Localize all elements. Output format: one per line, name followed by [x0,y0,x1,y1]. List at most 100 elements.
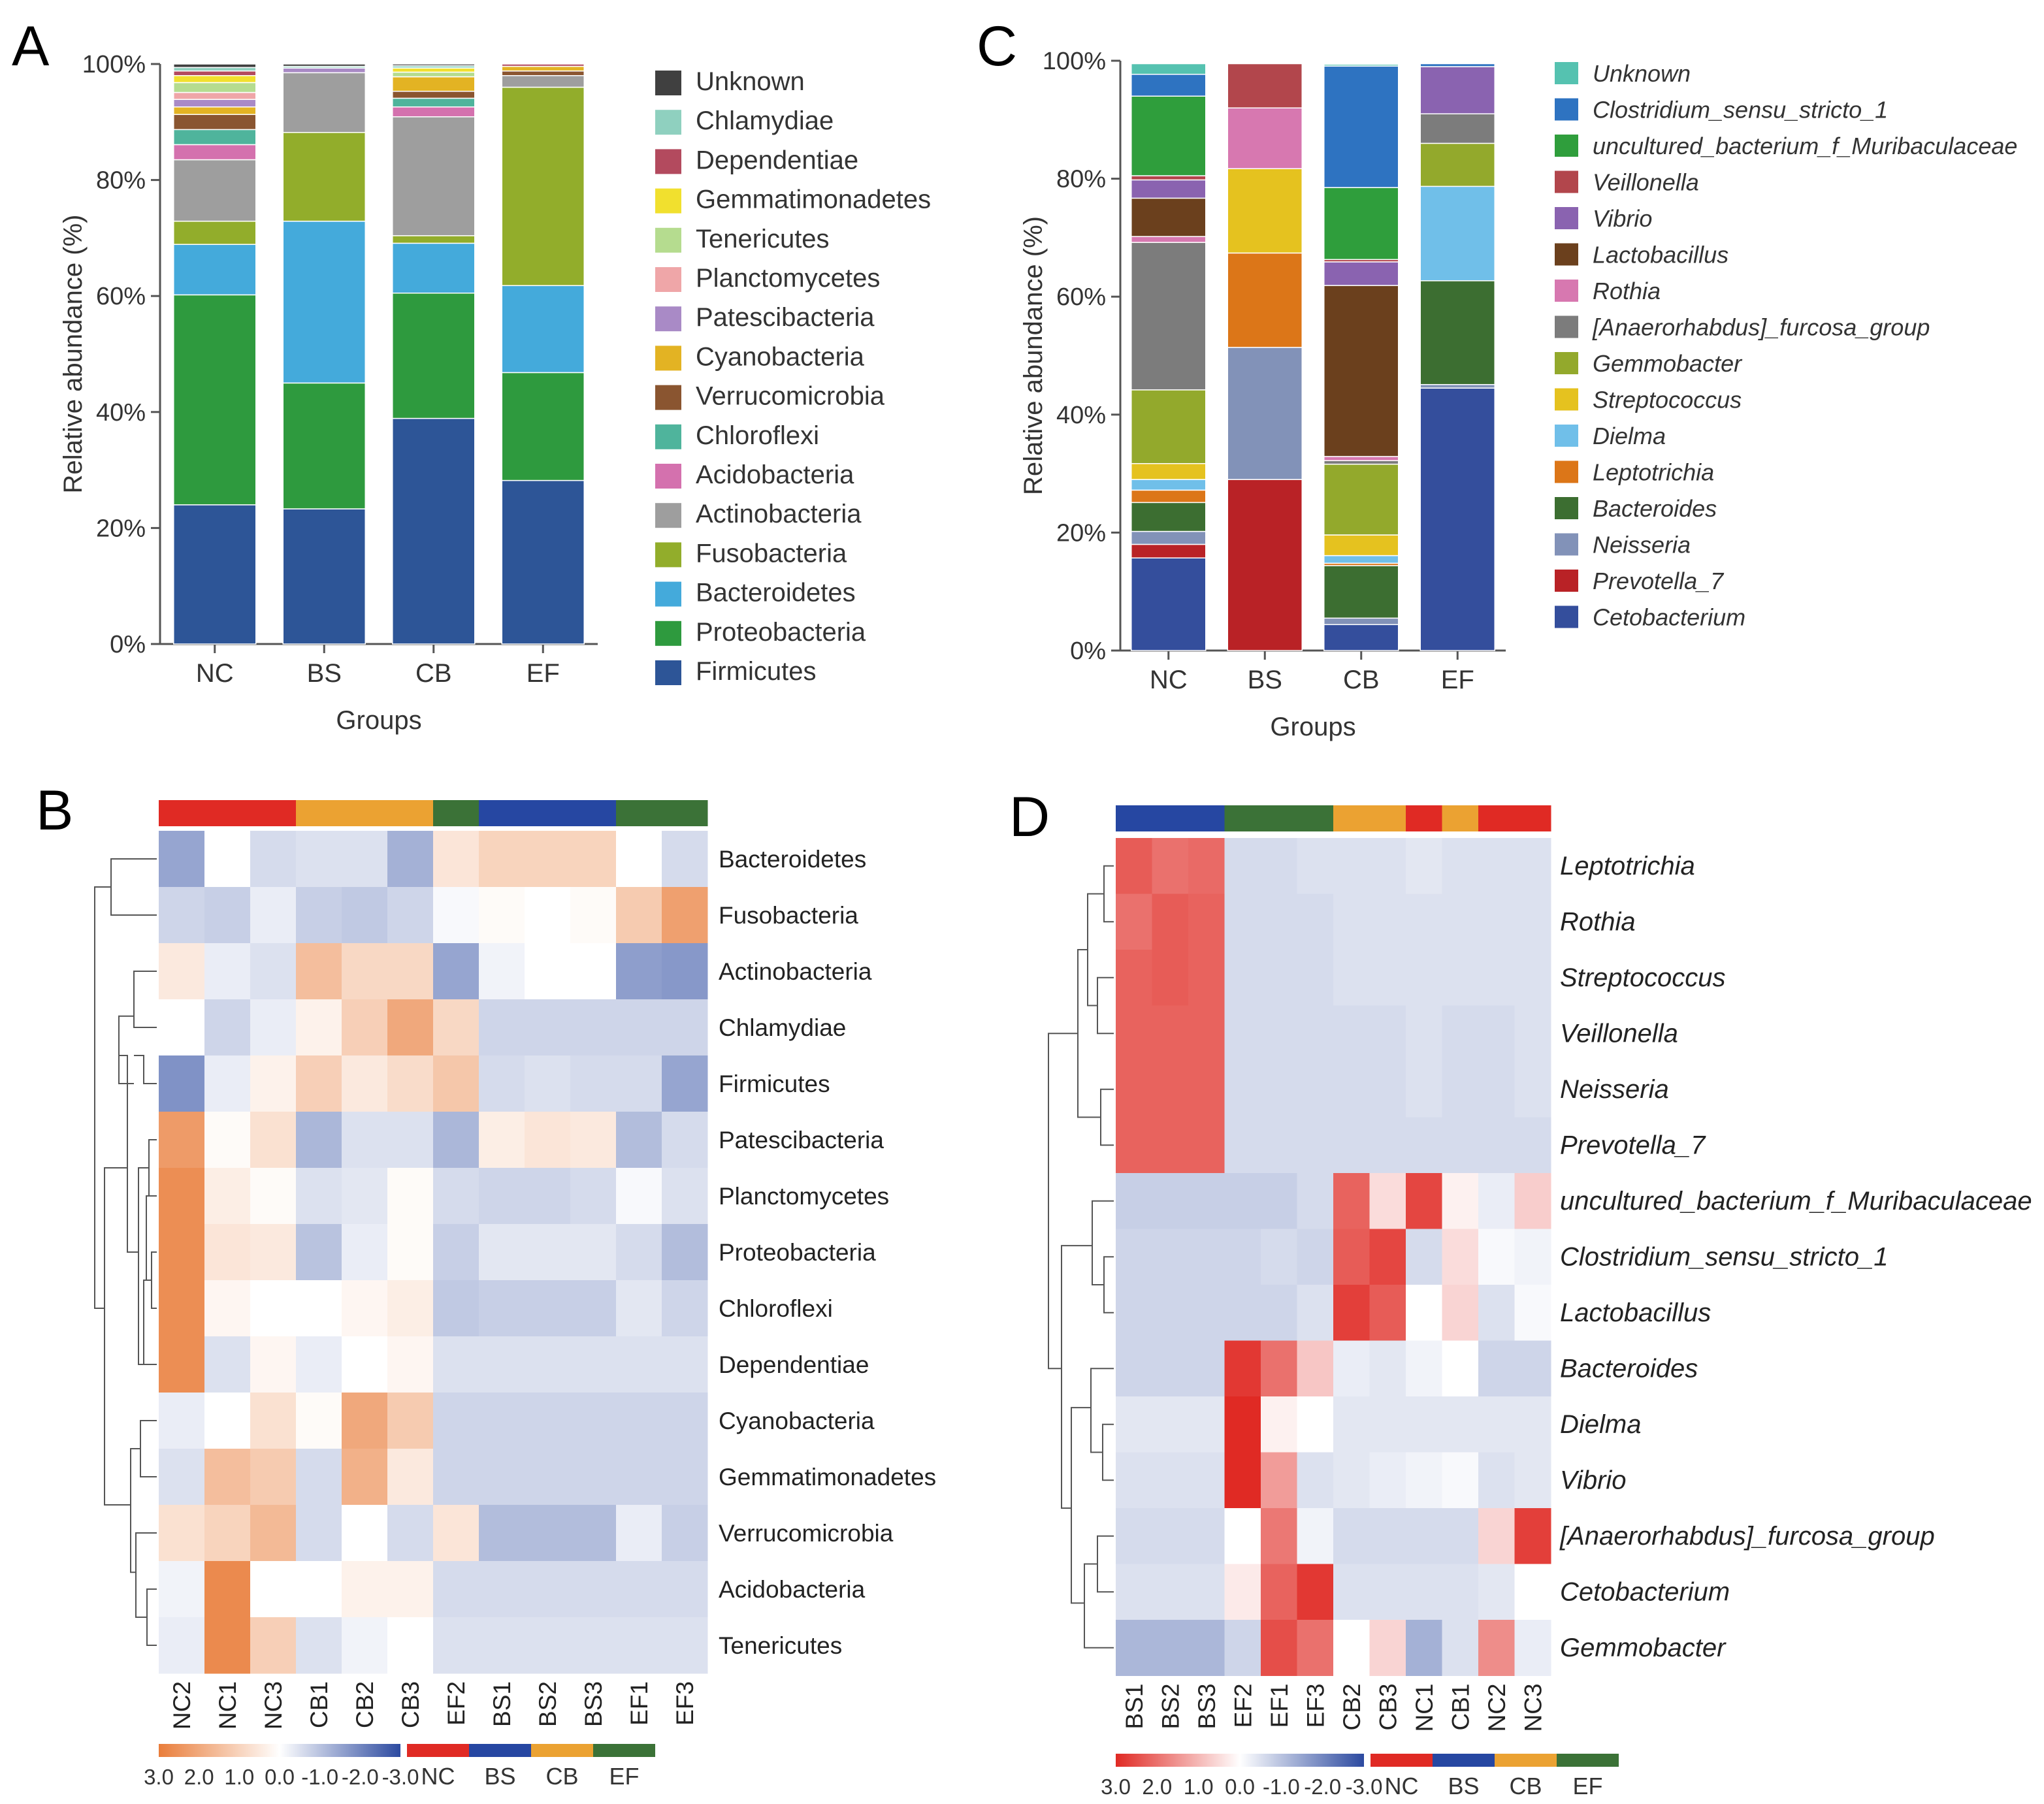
bar-segment-gemmobacter-nc [1131,389,1207,464]
heat-cell-gemmatimonadetes-bs1 [479,1449,525,1506]
heat-cell-proteobacteria-nc1 [204,1224,251,1281]
dendrogram-branch [1061,1245,1092,1509]
heat-cell-neisseria-nc1 [1406,1061,1442,1118]
heat-cell-fusobacteria-ef1 [616,887,662,944]
row-label-chlamydiae: Chlamydiae [719,1014,846,1041]
heat-cell-lactobacillus-bs2 [1152,1285,1189,1341]
heat-cell-gemmobacter-ef2 [1224,1620,1261,1676]
bar-segment-chloroflexi-nc [173,129,257,146]
row-label-actinobacteria: Actinobacteria [719,958,872,985]
heat-cell-fusobacteria-nc1 [204,887,251,944]
heat-cell-dielma-ef2 [1224,1396,1261,1453]
heat-cell-chlamydiae-bs3 [570,999,617,1056]
bar-segment-bacteroides-ef [1419,280,1495,385]
heat-cell-neisseria-ef3 [1297,1061,1334,1118]
heat-cell-fusobacteria-bs2 [525,887,571,944]
heat-cell-gemmobacter-ef1 [1261,1620,1297,1676]
heat-cell-acidobacteria-bs1 [479,1561,525,1618]
heat-cell-actinobacteria-cb1 [296,943,342,1000]
heat-cell-gemmatimonadetes-nc1 [204,1449,251,1506]
heat-cell-leptotrichia-nc3 [1514,838,1551,894]
heat-cell-leptotrichia-bs1 [1116,838,1152,894]
y-tick-label: 20% [1056,519,1106,547]
heat-cell-fusobacteria-cb1 [296,887,342,944]
group-bar-cell-bs3 [570,800,617,826]
heat-cell-verrucomicrobia-nc3 [250,1505,297,1562]
dendrogram-branch [118,1015,134,1084]
heat-cell-firmicutes-nc3 [250,1055,297,1112]
heat-cell-bacteroidetes-ef3 [662,831,708,888]
heat-cell-patescibacteria-nc1 [204,1112,251,1168]
heat-cell-vibrio-bs3 [1188,1452,1225,1509]
dendrogram-branch [134,1055,157,1084]
panel-b-heatmap: Bacteroidetes Fusobacteria Actinobacteria C… [94,800,936,1790]
heat-cell-dependentiae-ef1 [616,1336,662,1393]
bar-segment-vibrio-cb [1323,261,1399,286]
heat-cell-streptococcus-cb2 [1333,950,1370,1006]
heat-cell-neisseria-ef1 [1261,1061,1297,1118]
heat-cell-chloroflexi-bs3 [570,1280,617,1337]
y-tick-label: 20% [96,515,146,542]
group-bar-cell-cb3 [1369,805,1406,831]
legend-swatch-veillonella [1555,170,1578,193]
legend-swatch-tenericutes [655,227,681,253]
column-label-cb2: CB2 [351,1681,378,1728]
bar-segment-unknown-nc [173,63,257,69]
heat-cell-firmicutes-bs2 [525,1055,571,1112]
group-legend-swatch-nc [407,1744,469,1757]
heat-cell-acidobacteria-ef1 [616,1561,662,1618]
row-label-gemmobacter: Gemmobacter [1560,1634,1727,1662]
heat-cell-patescibacteria-cb2 [342,1112,388,1168]
legend-label-vibrio: Vibrio [1593,205,1652,232]
dendrogram-branch [1103,1256,1114,1313]
heat-cell-vibrio-ef2 [1224,1452,1261,1509]
heat-cell-lactobacillus-ef3 [1297,1285,1334,1341]
heat-cell-verrucomicrobia-cb2 [342,1505,388,1562]
heat-cell-clostridium-sensu-stricto-1-ef1 [1261,1229,1297,1285]
heat-cell-cyanobacteria-cb2 [342,1393,388,1449]
bar-segment-streptococcus-cb [1323,534,1399,556]
legend-label-dependentiae: Dependentiae [696,146,858,174]
heat-cell-acidobacteria-nc3 [250,1561,297,1618]
heat-cell-rothia-bs1 [1116,894,1152,950]
color-scale-tick: -3.0 [382,1765,419,1789]
heat-cell-verrucomicrobia-ef1 [616,1505,662,1562]
heat-cell-anaerorhabdus-furcosa-group-ef2 [1224,1508,1261,1564]
heat-cell-chloroflexi-nc3 [250,1280,297,1337]
heat-cell-cetobacterium-bs3 [1188,1564,1225,1620]
group-bar-cell-ef2 [433,800,479,826]
legend-swatch-clostridium-sensu-stricto-1 [1555,98,1578,121]
heat-cell-bacteroides-nc2 [1478,1340,1515,1397]
heat-cell-planctomycetes-nc1 [204,1168,251,1225]
legend-label-actinobacteria: Actinobacteria [696,500,862,528]
heat-cell-gemmobacter-bs2 [1152,1620,1189,1676]
x-axis-title: Groups [336,706,421,735]
heat-cell-rothia-bs2 [1152,894,1189,950]
heat-cell-verrucomicrobia-bs1 [479,1505,525,1562]
heat-cell-gemmobacter-bs3 [1188,1620,1225,1676]
dendrogram-branch [1084,1563,1114,1649]
heat-cell-prevotella-7-nc1 [1406,1117,1442,1174]
heat-cell-proteobacteria-bs2 [525,1224,571,1281]
heat-cell-rothia-nc3 [1514,894,1551,950]
color-scale-tick: 1.0 [1184,1775,1214,1799]
heat-cell-uncultured-bacterium-f-muribaculaceae-bs2 [1152,1173,1189,1229]
bar-segment-proteobacteria-bs [282,382,366,509]
bar-segment-proteobacteria-cb [392,293,476,419]
bar-segment-rothia-cb [1323,456,1399,461]
heat-cell-leptotrichia-cb3 [1369,838,1406,894]
x-tick-label: BS [307,659,342,688]
bar-segment-clostridium-sensu-stricto-1-ef [1419,63,1495,67]
group-bar-cell-bs2 [1152,805,1189,831]
heat-cell-proteobacteria-bs1 [479,1224,525,1281]
bar-segment-bacteroidetes-bs [282,220,366,384]
group-bar-cell-nc1 [204,800,251,826]
dendrogram-branch [1048,1033,1078,1370]
heat-cell-leptotrichia-nc2 [1478,838,1515,894]
heat-cell-bacteroides-bs2 [1152,1340,1189,1397]
bar-segment-uncultured-bacterium-f-muribaculaceae-cb [1323,187,1399,261]
heat-cell-dielma-cb2 [1333,1396,1370,1453]
y-tick-label: 60% [1056,283,1106,311]
heat-cell-chloroflexi-cb3 [387,1280,434,1337]
heat-cell-chlamydiae-ef2 [433,999,479,1056]
